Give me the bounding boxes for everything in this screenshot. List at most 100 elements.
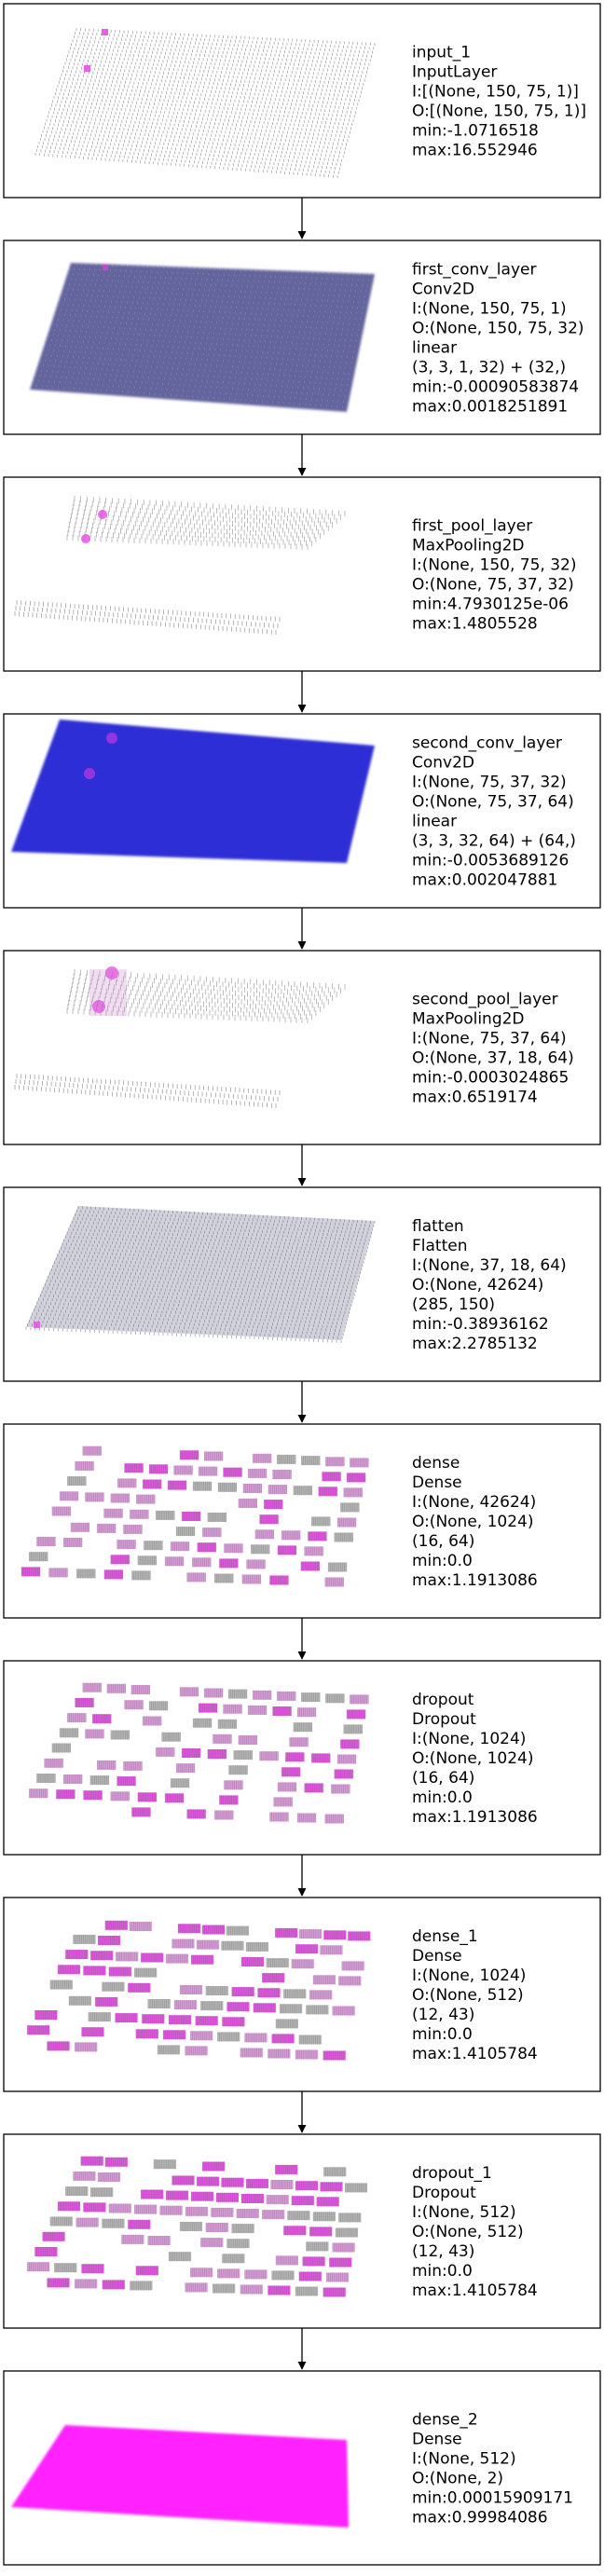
layer-detail: O:(None, 2) [412,2470,503,2488]
layer-detail: I:[(None, 150, 75, 1)] [412,83,579,102]
layer-visualization [29,263,376,414]
layer-detail: max:0.002047881 [412,871,557,890]
layer-detail: min:-1.0716518 [412,122,539,141]
layer-detail: O:(None, 1024) [412,1513,534,1531]
layer-name: dropout_1 [412,2164,492,2183]
layer-type: MaxPooling2D [412,537,525,555]
layer-name: flatten [412,1217,464,1236]
layer-detail: max:1.4105784 [412,2281,538,2300]
layer-detail: min:-0.00090583874 [412,378,579,397]
layer-detail: I:(None, 1024) [412,1966,526,1985]
layer-box [3,476,601,672]
layer-detail: max:0.0018251891 [412,398,568,417]
layer-detail: (12, 43) [412,2242,474,2261]
layer-name: second_conv_layer [412,734,562,753]
layer-type: InputLayer [412,63,497,82]
layer-visualization [27,2156,368,2297]
layer-detail: (16, 64) [412,1532,474,1551]
layer-detail: min:0.0 [412,2025,473,2044]
layer-detail: O:(None, 37, 18, 64) [412,1049,574,1068]
layer-detail: max:2.2785132 [412,1335,538,1353]
layer-detail: O:(None, 42624) [412,1276,543,1295]
layer-detail: I:(None, 37, 18, 64) [412,1256,567,1275]
layer-box [3,950,601,1145]
layer-name: second_pool_layer [412,991,558,1009]
layer-detail: I:(None, 75, 37, 32) [412,774,567,792]
layer-visualization [25,1206,376,1343]
layer-detail: min:-0.38936162 [412,1315,549,1334]
layer-visualization [27,1920,371,2061]
layer-type: Flatten [412,1237,467,1255]
layer-visualization [11,2425,349,2528]
layer-type: Dense [412,1947,462,1966]
layer-name: first_conv_layer [412,261,536,280]
layer-detail: min:4.7930125e-06 [412,596,569,614]
layer-detail: (3, 3, 1, 32) + (32,) [412,359,566,377]
layer-visualization [14,966,346,1108]
layer-detail: (12, 43) [412,2006,474,2024]
layer-name: dropout [412,1691,474,1709]
layer-detail: max:1.1913086 [412,1808,538,1827]
layer-type: Dense [412,1473,462,1492]
layer-detail: min:0.0 [412,2262,473,2281]
layer-detail: (285, 150) [412,1295,495,1314]
layer-detail: max:1.4805528 [412,615,538,634]
layer-detail: I:(None, 150, 75, 1) [412,300,567,319]
layer-name: input_1 [412,44,471,62]
layer-visualization [34,28,376,178]
layer-name: dense [412,1454,460,1473]
layer-detail: I:(None, 75, 37, 64) [412,1030,567,1048]
layer-name: first_pool_layer [412,517,532,536]
layer-detail: O:(None, 1024) [412,1749,534,1768]
layer-box [3,3,601,199]
layer-detail: max:1.4105784 [412,2045,538,2063]
layer-detail: max:0.99984086 [412,2509,548,2528]
layer-type: Dropout [412,1710,476,1729]
layer-detail: min:-0.0003024865 [412,1069,569,1088]
layer-detail: linear [412,813,457,831]
layer-detail: min:-0.0053689126 [412,852,569,870]
layer-detail: O:(None, 512) [412,2223,524,2241]
layer-name: dense_1 [412,1927,478,1946]
layer-visualization [14,496,346,635]
layer-detail: I:(None, 512) [412,2450,516,2469]
layer-type: Conv2D [412,281,474,299]
layer-name: dense_2 [412,2411,478,2430]
layer-detail: max:16.552946 [412,142,538,160]
layer-detail: O:(None, 512) [412,1986,524,2005]
layer-detail: (3, 3, 32, 64) + (64,) [412,832,576,851]
layer-detail: linear [412,339,457,358]
layer-detail: O:(None, 75, 37, 32) [412,576,574,595]
layer-detail: O:[(None, 150, 75, 1)] [412,103,586,121]
layer-type: Dense [412,2431,462,2449]
layer-detail: min:0.0 [412,1788,473,1807]
layer-detail: O:(None, 150, 75, 32) [412,320,584,338]
layer-detail: I:(None, 1024) [412,1730,526,1748]
layer-visualization [11,719,375,863]
layer-detail: I:(None, 512) [412,2203,516,2222]
layer-visualization [29,1682,369,1824]
layer-detail: I:(None, 42624) [412,1493,536,1512]
layer-detail: (16, 64) [412,1769,474,1788]
layer-type: Dropout [412,2184,476,2202]
layer-detail: min:0.00015909171 [412,2489,573,2508]
layer-detail: max:1.1913086 [412,1571,538,1590]
layer-detail: I:(None, 150, 75, 32) [412,556,577,575]
layer-detail: max:0.6519174 [412,1089,538,1107]
layer-detail: O:(None, 75, 37, 64) [412,793,574,812]
layer-visualization [21,1446,369,1587]
layer-type: Conv2D [412,754,474,773]
layer-detail: min:0.0 [412,1552,473,1570]
layer-type: MaxPooling2D [412,1010,525,1029]
